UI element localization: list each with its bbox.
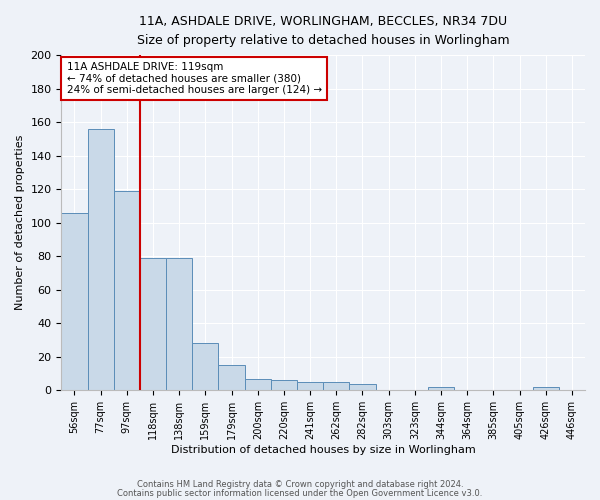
Bar [88,129,114,390]
Bar [349,384,376,390]
Text: Contains public sector information licensed under the Open Government Licence v3: Contains public sector information licen… [118,490,482,498]
Text: 11A ASHDALE DRIVE: 119sqm
← 74% of detached houses are smaller (380)
24% of semi: 11A ASHDALE DRIVE: 119sqm ← 74% of detac… [67,62,322,95]
Bar [193,344,218,390]
Bar [114,191,140,390]
Bar [271,380,297,390]
Bar [323,382,349,390]
Y-axis label: Number of detached properties: Number of detached properties [15,135,25,310]
Bar [61,212,88,390]
Bar [218,365,245,390]
Bar [533,387,559,390]
X-axis label: Distribution of detached houses by size in Worlingham: Distribution of detached houses by size … [171,445,476,455]
Title: 11A, ASHDALE DRIVE, WORLINGHAM, BECCLES, NR34 7DU
Size of property relative to d: 11A, ASHDALE DRIVE, WORLINGHAM, BECCLES,… [137,15,509,47]
Bar [166,258,193,390]
Bar [428,387,454,390]
Bar [140,258,166,390]
Text: Contains HM Land Registry data © Crown copyright and database right 2024.: Contains HM Land Registry data © Crown c… [137,480,463,489]
Bar [245,378,271,390]
Bar [297,382,323,390]
